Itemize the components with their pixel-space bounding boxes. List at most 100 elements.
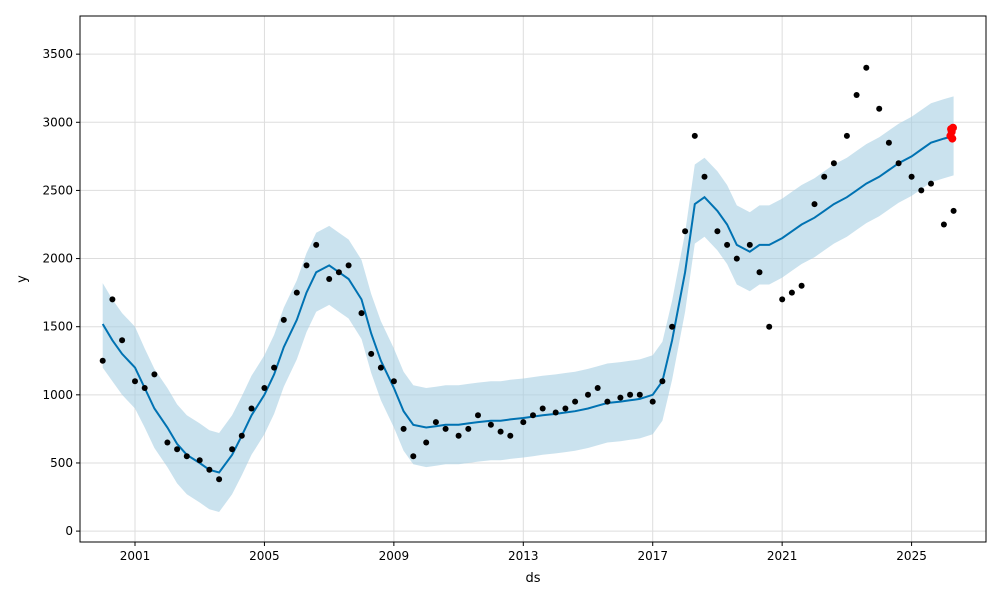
observed-point [229,446,236,453]
y-axis-ticks: 0 500 1000 1500 2000 2500 3000 3500 [42,47,80,538]
observed-point [442,425,449,432]
observed-point [119,337,126,344]
observed-point [830,160,837,167]
highlight-point [949,123,957,132]
observed-point [164,439,171,446]
observed-point [390,378,397,385]
x-tick-label: 2021 [767,549,798,563]
highlight-point [948,134,957,143]
observed-point [669,323,676,330]
observed-point [377,364,384,371]
observed-point [940,221,947,228]
y-tick-label: 1500 [42,320,73,334]
observed-point [636,391,643,398]
observed-point [562,405,569,412]
observed-point [853,92,860,98]
observed-point [475,412,481,419]
observed-point [617,394,624,401]
observed-point [345,262,352,269]
observed-point [950,207,957,214]
observed-point [701,173,708,180]
observed-point [183,453,190,460]
x-tick-label: 2025 [896,549,927,563]
observed-point [280,316,287,323]
forecast-line [101,134,954,474]
observed-point [530,412,536,419]
observed-point [756,269,763,276]
observed-point [151,371,158,378]
observed-point [216,476,223,483]
observed-points [99,64,957,483]
observed-point [293,289,300,296]
observed-point [497,428,504,435]
observed-point [843,132,850,139]
x-tick-label: 2001 [120,549,151,563]
y-tick-label: 500 [50,456,73,470]
observed-point [724,241,731,248]
interval-band [102,96,954,513]
forecast-path [101,134,954,474]
y-tick-label: 3500 [42,47,73,61]
observed-point [552,409,559,416]
y-tick-label: 2000 [42,252,73,266]
x-tick-label: 2017 [637,549,668,563]
observed-point [174,446,181,453]
y-tick-label: 2500 [42,183,73,197]
observed-point [691,132,698,139]
observed-point [766,323,773,330]
observed-point [248,405,255,412]
observed-point [432,419,439,426]
observed-point [811,201,818,208]
observed-point [876,105,883,112]
y-axis-label: y [15,275,30,283]
observed-point [358,310,365,317]
observed-point [627,391,634,398]
observed-point [604,398,611,405]
observed-point [109,296,116,303]
observed-point [895,160,902,167]
observed-point [410,453,417,460]
observed-point [423,439,430,446]
y-tick-label: 3000 [42,115,73,129]
uncertainty-interval [102,96,954,513]
plot-frame [79,15,987,543]
x-axis-label: ds [525,571,540,586]
observed-point [271,364,278,371]
observed-point [798,282,805,289]
y-tick-label: 1000 [42,388,73,402]
observed-point [507,432,514,439]
observed-point [238,432,245,439]
observed-point [585,391,591,398]
highlight-points [946,123,957,143]
observed-point [326,276,333,282]
observed-point [682,228,689,235]
observed-point [918,187,925,194]
observed-point [928,180,934,187]
observed-point [132,378,138,385]
observed-point [733,255,740,262]
observed-point [206,466,213,473]
y-tick-label: 0 [65,524,73,538]
x-tick-label: 2009 [379,549,410,563]
observed-point [779,296,786,303]
grid-lines [80,16,986,542]
observed-point [908,173,915,180]
observed-point [303,262,310,269]
observed-point [99,357,106,364]
observed-point [539,405,546,412]
x-axis-ticks: 2001 2005 2009 2013 2017 2021 2025 [120,542,927,563]
observed-point [313,241,320,248]
observed-point [594,385,601,391]
observed-point [261,385,268,391]
observed-point [465,425,472,432]
x-tick-label: 2013 [508,549,539,563]
observed-point [714,228,721,235]
observed-point [821,173,828,180]
observed-point [746,241,753,248]
observed-point [885,139,892,146]
observed-point [659,378,666,385]
observed-point [788,289,795,296]
observed-point [368,350,375,357]
